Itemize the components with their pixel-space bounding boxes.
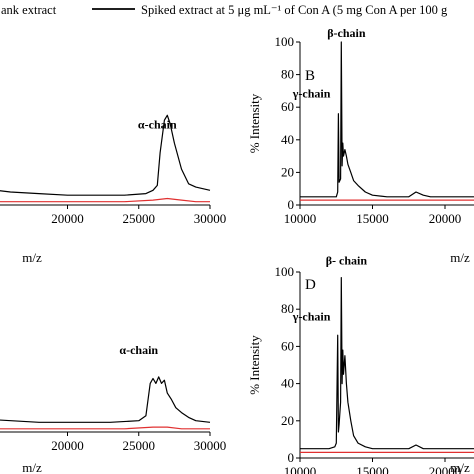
panel-a: 20000 25000 30000 α-chain m/z xyxy=(0,114,227,265)
legend: ank extract Spiked extract at 5 μg mL⁻¹ … xyxy=(1,3,448,17)
peak-annotation: γ-chain xyxy=(292,309,331,323)
x-tick-label: 25000 xyxy=(123,438,156,453)
peak-annotation: β- chain xyxy=(326,254,368,268)
series-line-spiked xyxy=(0,114,211,196)
x-tick-label: 20000 xyxy=(51,211,84,226)
legend-label-spiked: Spiked extract at 5 μg mL⁻¹ of Con A (5 … xyxy=(141,3,448,17)
peak-annotation: α-chain xyxy=(138,117,177,131)
y-tick-label: 100 xyxy=(275,264,295,279)
y-tick-label: 0 xyxy=(288,197,295,212)
y-axis-label: % Intensity xyxy=(247,335,262,395)
panel-b: 10000 15000 20000 0 20 40 60 80 100 β-chain γ-ch… xyxy=(247,26,474,265)
x-tick-label: 15000 xyxy=(356,464,389,474)
y-tick-label: 60 xyxy=(281,99,294,114)
series-line-spiked xyxy=(0,376,211,423)
series-line-spiked xyxy=(300,41,474,198)
panel-c: 20000 25000 30000 α-chain m/z xyxy=(0,343,226,474)
x-tick-label: 10000 xyxy=(284,464,317,474)
x-tick-label: 30000 xyxy=(194,438,227,453)
y-tick-label: 0 xyxy=(288,450,295,465)
series-line-blank xyxy=(0,426,210,430)
x-axis-label: m/z xyxy=(450,460,470,474)
y-tick-label: 60 xyxy=(281,338,294,353)
legend-label-blank: ank extract xyxy=(1,3,57,17)
y-axis-label: % Intensity xyxy=(247,93,262,153)
series-line-blank xyxy=(0,197,210,203)
x-tick-label: 20000 xyxy=(51,438,84,453)
y-tick-label: 80 xyxy=(281,67,294,82)
peak-annotation: γ-chain xyxy=(292,86,331,100)
peak-annotation: α-chain xyxy=(119,343,158,357)
panel-label: D xyxy=(305,277,316,293)
y-tick-label: 40 xyxy=(281,376,294,391)
series-line-spiked xyxy=(300,277,474,450)
y-tick-label: 80 xyxy=(281,301,294,316)
x-axis-label: m/z xyxy=(22,250,42,265)
y-tick-label: 100 xyxy=(275,34,295,49)
x-axis-label: m/z xyxy=(450,250,470,265)
x-tick-label: 30000 xyxy=(194,211,227,226)
x-tick-label: 15000 xyxy=(356,211,389,226)
x-tick-label: 25000 xyxy=(123,211,156,226)
peak-annotation: β-chain xyxy=(327,26,366,40)
axis-lines xyxy=(299,272,474,459)
y-tick-label: 20 xyxy=(281,164,294,179)
x-axis-label: m/z xyxy=(22,460,42,474)
panel-label: B xyxy=(305,68,315,84)
x-tick-label: 20000 xyxy=(429,464,462,474)
axis-lines xyxy=(299,42,474,206)
panel-d: 10000 15000 20000 0 20 40 60 80 100 β- chain γ-c… xyxy=(247,254,474,474)
x-tick-label: 20000 xyxy=(429,211,462,226)
y-tick-label: 20 xyxy=(281,413,294,428)
y-tick-label: 40 xyxy=(281,132,294,147)
x-tick-label: 10000 xyxy=(284,211,317,226)
